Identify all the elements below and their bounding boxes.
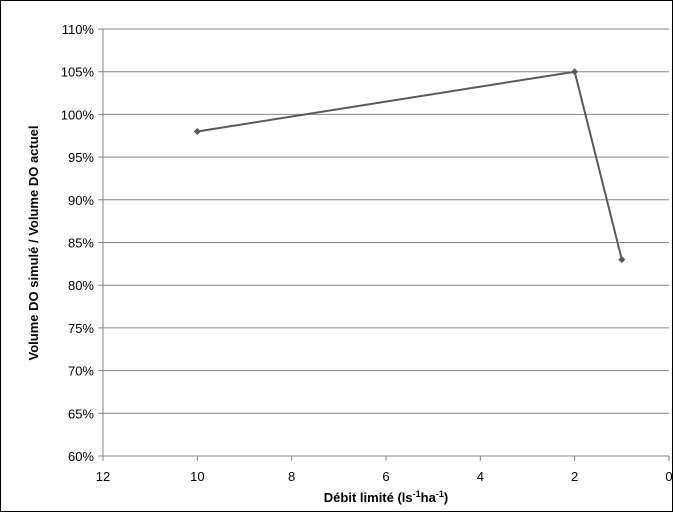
data-point-0 — [193, 127, 201, 135]
x-tick-label: 10 — [190, 469, 204, 484]
y-tick-label: 65% — [68, 406, 94, 421]
x-tick-label: 2 — [571, 469, 578, 484]
x-tick-label: 12 — [96, 469, 110, 484]
x-tick-label: 8 — [288, 469, 295, 484]
series-line — [197, 70, 623, 260]
gridlines — [103, 28, 669, 414]
series-group — [193, 68, 626, 264]
data-point-1 — [571, 68, 579, 76]
y-tick-label: 105% — [61, 65, 95, 80]
y-tick-label: 75% — [68, 321, 94, 336]
y-tick-labels: 60% 65% 70% 75% 80% 85% 90% 95% 100% 105% 110% — [61, 22, 95, 464]
y-tick-label: 95% — [68, 150, 94, 165]
x-tick-label: 0 — [665, 469, 672, 484]
axes — [98, 28, 670, 461]
y-tick-label: 70% — [68, 364, 94, 379]
data-point-2 — [618, 256, 626, 264]
y-axis-title: Volume DO simulé / Volume DO actuel — [26, 125, 41, 360]
x-tick-labels: 12 10 8 6 4 2 0 — [96, 469, 673, 484]
y-tick-label: 80% — [68, 278, 94, 293]
x-tick-label: 6 — [382, 469, 389, 484]
y-tick-label: 90% — [68, 193, 94, 208]
y-tick-label: 85% — [68, 236, 94, 251]
y-tick-label: 100% — [61, 107, 95, 122]
x-axis-title: Débit limité (ls-1ha-1) — [324, 489, 448, 505]
y-tick-label: 60% — [68, 449, 94, 464]
y-tick-label: 110% — [62, 22, 95, 37]
x-tick-label: 4 — [477, 469, 484, 484]
